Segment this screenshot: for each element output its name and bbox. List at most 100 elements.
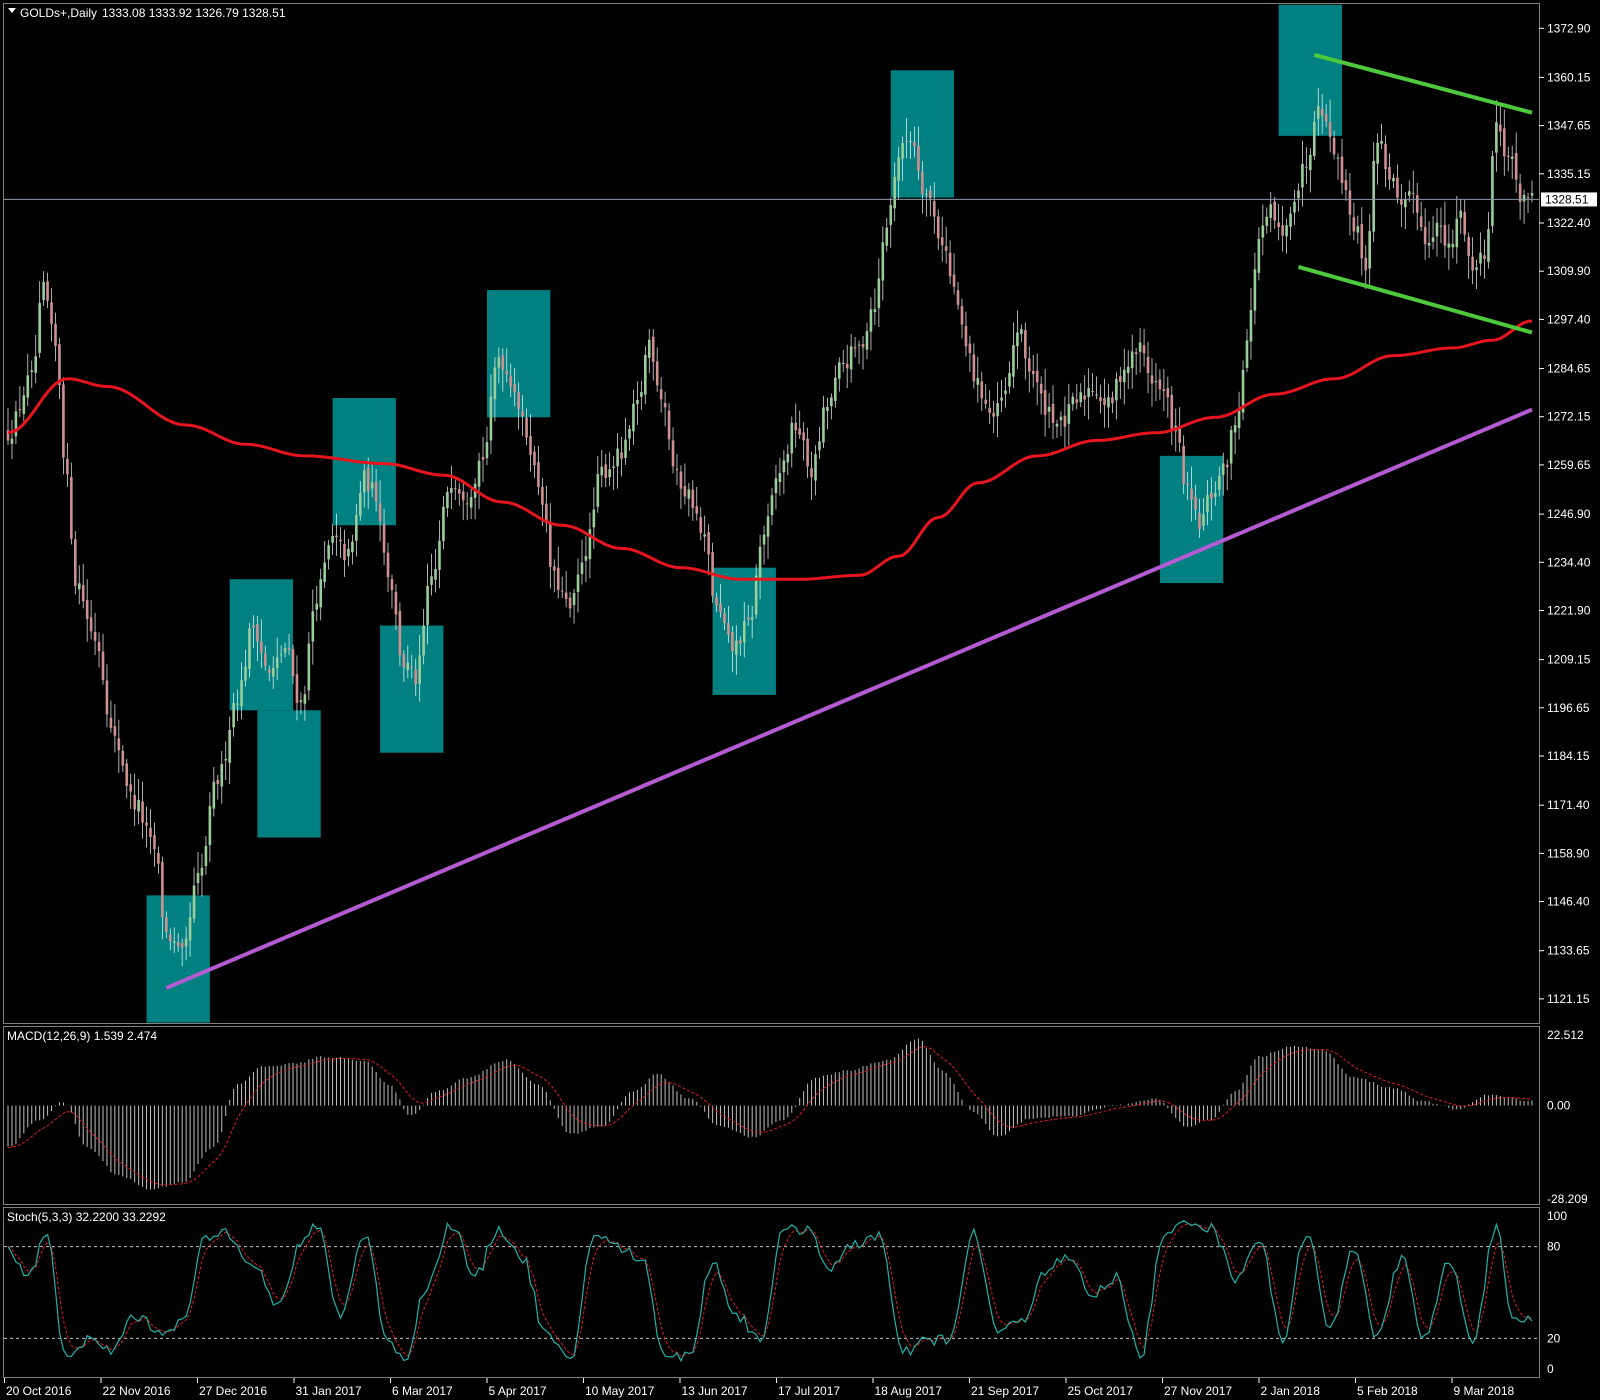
candle-body [30,370,34,372]
candle-body [980,381,984,399]
candle-body [1027,358,1031,372]
candle-body [766,516,770,537]
candle-body [1039,383,1043,394]
candle-body [1293,201,1296,213]
candle-body [212,781,216,809]
candle-body [1352,217,1356,232]
candle-body [1506,155,1510,157]
candle-body [537,462,540,487]
candle-body [42,281,45,300]
candle-body [790,422,794,454]
candle-body [161,861,164,918]
candle-body [66,458,69,475]
candle-body [778,473,782,483]
candle-body [873,309,877,313]
candle-body [1368,231,1372,269]
candle-body [1491,156,1494,226]
y-tick-label: 1309.90 [1547,264,1591,278]
stoch-panel-frame [3,1207,1540,1378]
candle-body [192,885,196,919]
candle-body [295,674,299,703]
candle-body [869,309,873,332]
candle-body [188,917,192,941]
candle-body [1166,388,1170,398]
candle-body [505,370,509,375]
candle-body [359,492,362,516]
y-tick-label: 1284.65 [1547,362,1591,376]
dropdown-triangle-icon[interactable] [8,8,16,13]
candle-body [489,396,493,441]
y-tick-label: 1146.40 [1547,895,1590,909]
candle-body [426,585,429,625]
candle-body [1265,216,1269,226]
candle-body [731,631,734,652]
candle-body [936,216,940,239]
candle-body [770,495,774,516]
candle-body [798,428,801,435]
candle-body [889,205,893,225]
candle-body [485,442,489,459]
candle-body [984,399,988,404]
moving-average-line [7,319,1533,581]
candle-body [1206,495,1209,513]
candle-body [339,539,342,542]
candle-body [1411,192,1415,194]
candle-body [1483,255,1486,260]
candle-body [1514,153,1518,180]
candle-body [687,489,691,499]
candle-body [644,354,647,395]
candle-body [580,562,584,574]
candle-body [1031,371,1035,375]
candle-body [628,429,631,439]
candle-body [454,488,457,490]
candle-body [774,478,778,494]
candle-body [691,489,695,509]
x-tick-label: 5 Apr 2017 [489,1384,547,1398]
candle-body [1348,190,1352,215]
candle-body [853,346,857,349]
candle-body [560,590,564,592]
x-tick-label: 27 Nov 2017 [1164,1384,1232,1398]
candle-body [410,666,414,668]
candle-body [1150,375,1154,384]
candle-body [1320,108,1324,116]
candle-body [184,938,188,947]
candle-body [861,344,865,348]
macd-signal-line [7,1046,1533,1186]
candle-body [529,435,532,455]
candle-body [1356,226,1360,233]
candle-body [1245,340,1249,368]
candle-body [1217,475,1221,490]
candle-body [719,603,722,613]
candle-body [1499,124,1502,132]
candle-body [521,411,524,417]
candle-body [240,680,243,707]
candle-body [469,497,473,508]
candle-body [1277,222,1280,227]
candle-body [414,669,418,685]
candle-body [806,438,809,467]
candle-body [168,934,172,942]
candle-body [311,611,315,642]
candle-body [988,407,991,413]
candle-body [1253,269,1257,311]
candle-body [1400,199,1403,205]
x-tick-label: 18 Aug 2017 [875,1384,943,1398]
candle-body [826,406,829,411]
stoch-y-tick-label: 100 [1547,1209,1567,1223]
candle-body [1059,416,1063,421]
candle-body [572,592,576,606]
candle-body [260,641,263,653]
candle-body [1364,257,1368,271]
candle-body [857,344,861,346]
candle-body [1305,167,1308,169]
candle-body [1526,197,1530,199]
candle-body [968,343,972,354]
candle-body [54,323,57,346]
candle-body [145,822,148,826]
candle-body [1435,222,1439,237]
candle-body [1214,493,1217,497]
candle-body [343,543,346,561]
candle-body [457,489,461,494]
